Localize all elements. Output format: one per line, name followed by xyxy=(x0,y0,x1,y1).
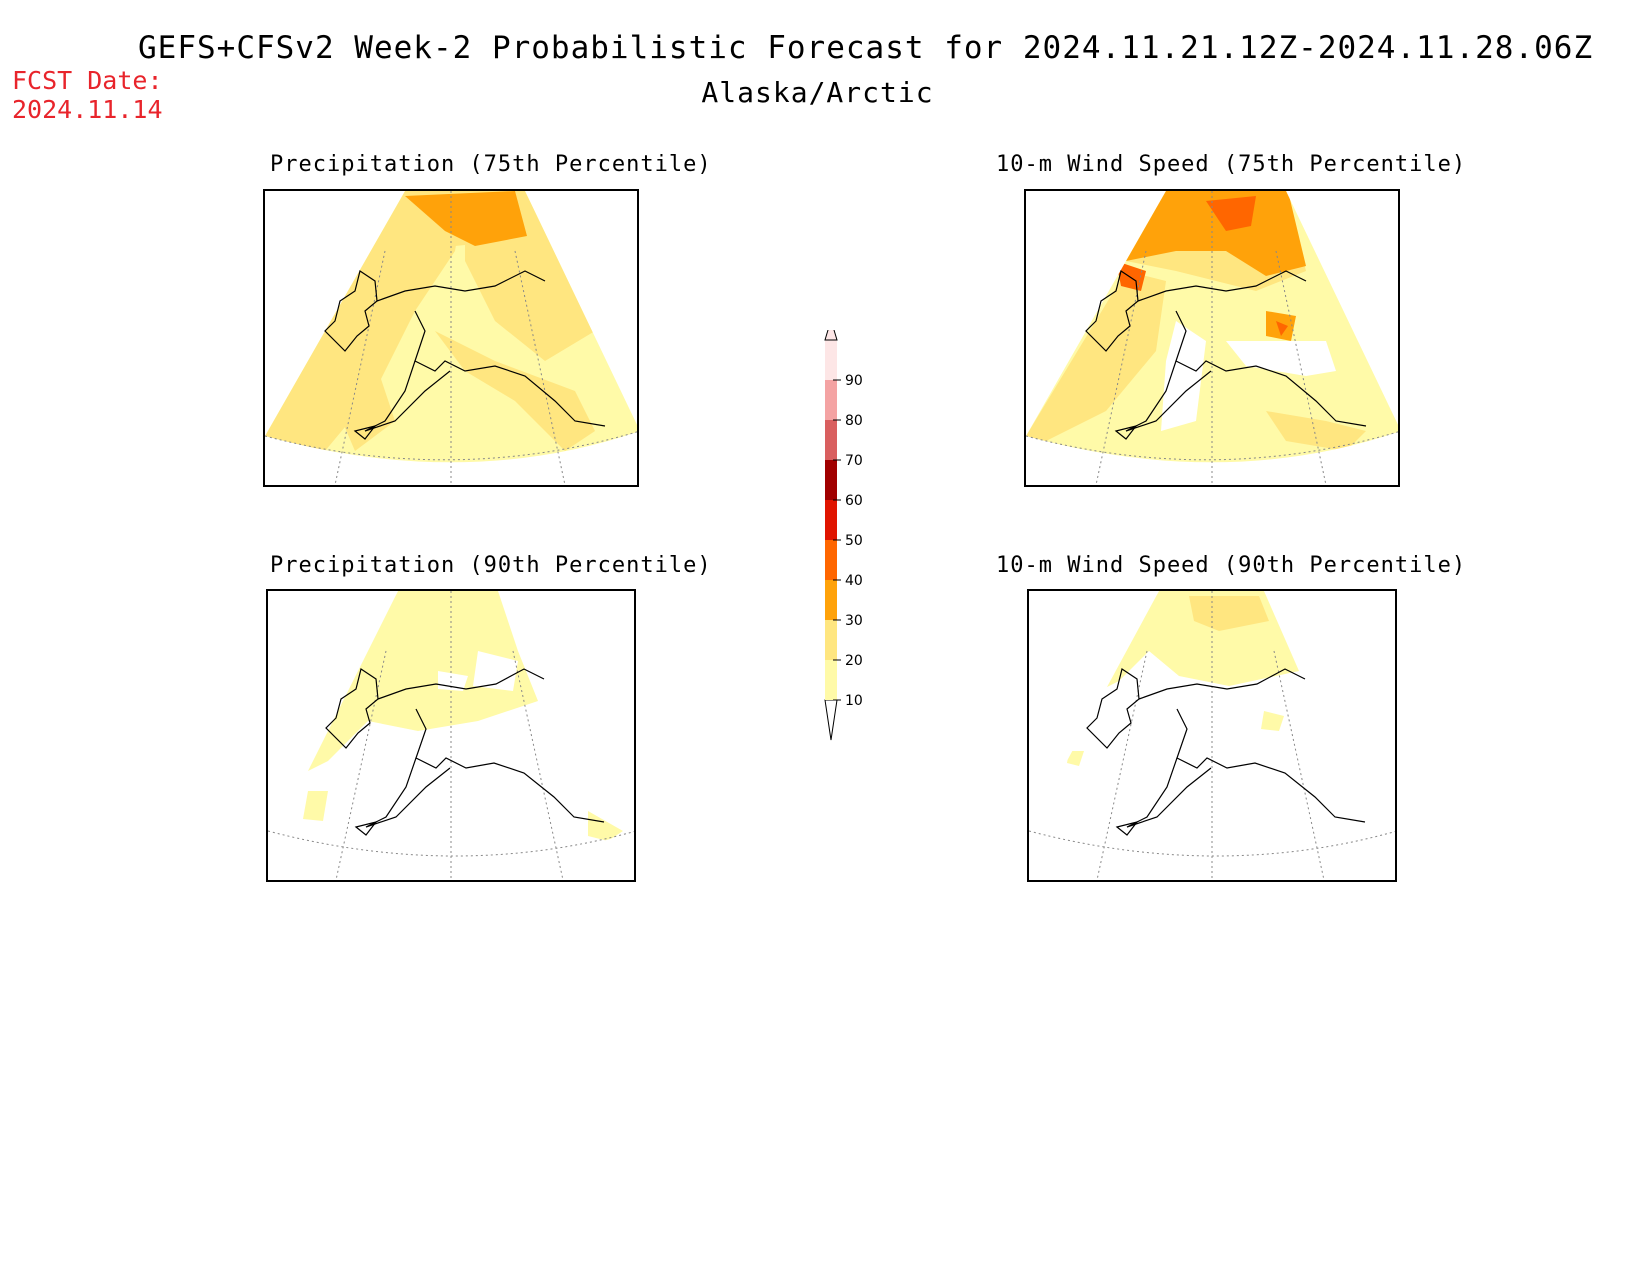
figure-title: GEFS+CFSv2 Week-2 Probabilistic Forecast… xyxy=(138,30,1594,66)
map-precip-90 xyxy=(268,591,634,880)
legend-swatch xyxy=(825,380,837,420)
panel-title-precip-90: Precipitation (90th Percentile) xyxy=(270,553,712,578)
legend-colorbar: 10 20 30 40 50 60 70 80 90 xyxy=(824,318,863,741)
legend-swatch xyxy=(825,540,837,580)
legend-tick-label: 10 xyxy=(845,693,863,709)
legend-tick-label: 60 xyxy=(845,493,863,509)
map-wind-75 xyxy=(1026,191,1398,485)
legend-swatch xyxy=(825,620,837,660)
legend-tick-label: 70 xyxy=(845,453,863,469)
map-precip-75 xyxy=(265,191,637,485)
forecast-date-block: FCST Date: 2024.11.14 xyxy=(12,66,163,124)
legend-tail-top xyxy=(824,318,838,341)
legend-tick-label: 20 xyxy=(845,653,863,669)
legend-tick-label: 90 xyxy=(845,373,863,389)
panel-title-wind-90: 10-m Wind Speed (90th Percentile) xyxy=(996,553,1467,578)
legend-tick-label: 50 xyxy=(845,533,863,549)
map-wind-90 xyxy=(1029,591,1395,880)
legend-swatch xyxy=(825,660,837,700)
legend-tick-label: 30 xyxy=(845,613,863,629)
legend-swatch xyxy=(825,500,837,540)
map-panel-precip-90 xyxy=(266,589,636,882)
legend-tick-label: 80 xyxy=(845,413,863,429)
legend-swatch xyxy=(825,340,837,380)
map-panel-precip-75 xyxy=(263,189,639,487)
color-legend: 10 20 30 40 50 60 70 80 90 xyxy=(810,318,890,750)
panel-title-precip-75: Precipitation (75th Percentile) xyxy=(270,152,712,177)
legend-tail-bottom xyxy=(824,699,838,741)
map-panel-wind-75 xyxy=(1024,189,1400,487)
legend-swatch xyxy=(825,580,837,620)
panel-title-wind-75: 10-m Wind Speed (75th Percentile) xyxy=(996,152,1467,177)
forecast-date-label: FCST Date: xyxy=(12,66,163,95)
legend-tick-label: 40 xyxy=(845,573,863,589)
forecast-date-value: 2024.11.14 xyxy=(12,95,163,124)
legend-swatch xyxy=(825,460,837,500)
legend-swatch xyxy=(825,420,837,460)
region-subtitle: Alaska/Arctic xyxy=(701,76,934,109)
map-panel-wind-90 xyxy=(1027,589,1397,882)
